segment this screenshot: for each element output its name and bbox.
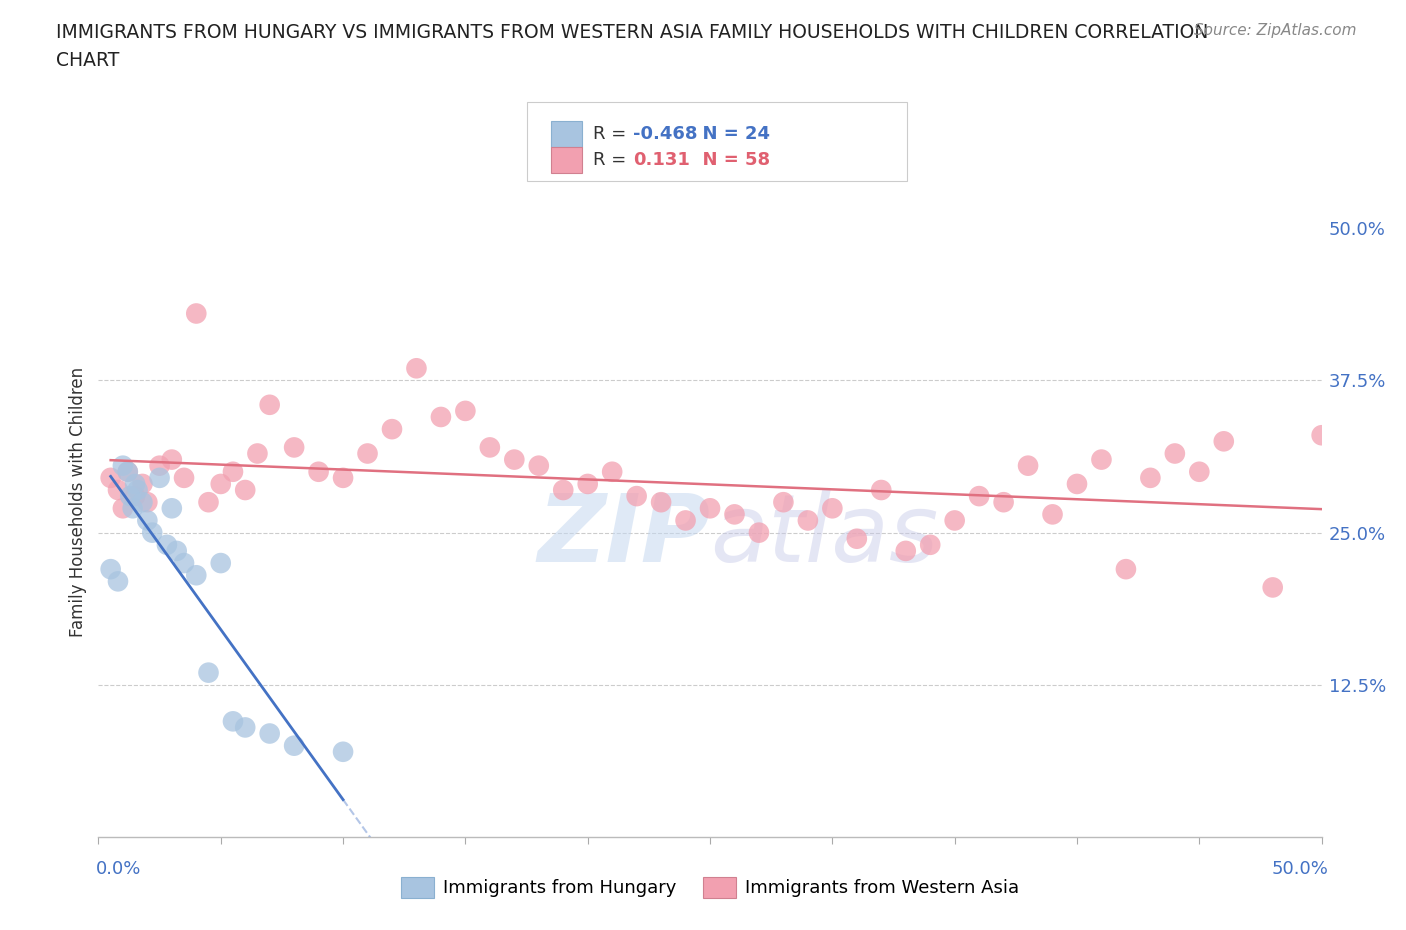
Point xyxy=(870,483,893,498)
Point xyxy=(141,525,163,540)
Point xyxy=(381,421,404,436)
Point xyxy=(1042,507,1064,522)
Point xyxy=(173,471,195,485)
Point xyxy=(1115,562,1137,577)
Text: IMMIGRANTS FROM HUNGARY VS IMMIGRANTS FROM WESTERN ASIA FAMILY HOUSEHOLDS WITH C: IMMIGRANTS FROM HUNGARY VS IMMIGRANTS FR… xyxy=(56,23,1209,42)
Point xyxy=(166,543,188,558)
Point xyxy=(626,488,648,503)
Point xyxy=(121,501,143,516)
Point xyxy=(1261,580,1284,595)
Point xyxy=(124,476,146,491)
Point xyxy=(527,458,550,473)
Text: Source: ZipAtlas.com: Source: ZipAtlas.com xyxy=(1194,23,1357,38)
Point xyxy=(503,452,526,467)
Point xyxy=(131,476,153,491)
Point xyxy=(967,488,990,503)
Point xyxy=(1212,434,1234,449)
Point xyxy=(1017,458,1039,473)
Text: CHART: CHART xyxy=(56,51,120,70)
Point xyxy=(699,501,721,516)
Point xyxy=(332,471,354,485)
Point xyxy=(173,555,195,570)
Text: R =: R = xyxy=(593,151,633,169)
Point xyxy=(356,446,378,461)
Point xyxy=(405,361,427,376)
Point xyxy=(107,574,129,589)
Text: atlas: atlas xyxy=(710,490,938,581)
Point xyxy=(430,409,453,424)
Point xyxy=(650,495,672,510)
Point xyxy=(149,471,172,485)
Point xyxy=(332,744,354,759)
Point xyxy=(553,483,575,498)
Point xyxy=(993,495,1015,510)
Point xyxy=(209,555,232,570)
Point xyxy=(576,476,599,491)
Point xyxy=(160,501,183,516)
Point xyxy=(233,483,256,498)
Point xyxy=(259,397,281,412)
Text: N = 24: N = 24 xyxy=(690,125,770,143)
Point xyxy=(748,525,770,540)
Text: ZIP: ZIP xyxy=(537,490,710,581)
Point xyxy=(1188,464,1211,479)
Point xyxy=(943,513,966,528)
Point xyxy=(107,483,129,498)
Point xyxy=(283,440,305,455)
Point xyxy=(197,495,219,510)
Point xyxy=(222,714,245,729)
Point xyxy=(821,501,844,516)
Point xyxy=(100,471,122,485)
Point xyxy=(222,464,245,479)
Point xyxy=(723,507,745,522)
Text: 0.131: 0.131 xyxy=(633,151,689,169)
Point xyxy=(478,440,501,455)
Point xyxy=(209,476,232,491)
Y-axis label: Family Households with Children: Family Households with Children xyxy=(69,367,87,637)
Point xyxy=(1310,428,1333,443)
Point xyxy=(772,495,794,510)
Point xyxy=(136,495,159,510)
Point xyxy=(197,665,219,680)
Point xyxy=(283,738,305,753)
Point xyxy=(156,538,179,552)
Point xyxy=(1090,452,1112,467)
Point xyxy=(845,531,868,546)
Text: 0.0%: 0.0% xyxy=(96,860,141,878)
Point xyxy=(894,543,917,558)
Point xyxy=(1066,476,1088,491)
Point xyxy=(308,464,330,479)
Text: 50.0%: 50.0% xyxy=(1272,860,1329,878)
Point xyxy=(920,538,942,552)
Point xyxy=(160,452,183,467)
Point xyxy=(120,488,142,503)
Point xyxy=(186,568,208,583)
Text: R =: R = xyxy=(593,125,633,143)
Point xyxy=(136,513,159,528)
Point xyxy=(1164,446,1187,461)
Text: -0.468: -0.468 xyxy=(633,125,697,143)
Point xyxy=(149,458,172,473)
Point xyxy=(111,458,134,473)
Point xyxy=(127,483,149,498)
Point xyxy=(246,446,269,461)
Point xyxy=(100,562,122,577)
Point xyxy=(600,464,623,479)
Legend: Immigrants from Hungary, Immigrants from Western Asia: Immigrants from Hungary, Immigrants from… xyxy=(394,870,1026,905)
Point xyxy=(131,495,153,510)
Point xyxy=(186,306,208,321)
Point xyxy=(117,464,139,479)
Point xyxy=(797,513,820,528)
Point xyxy=(124,488,146,503)
Point xyxy=(233,720,256,735)
Point xyxy=(1139,471,1161,485)
Text: N = 58: N = 58 xyxy=(690,151,770,169)
Point xyxy=(454,404,477,418)
Point xyxy=(259,726,281,741)
Point xyxy=(117,464,139,479)
Point xyxy=(111,501,134,516)
Point xyxy=(675,513,697,528)
